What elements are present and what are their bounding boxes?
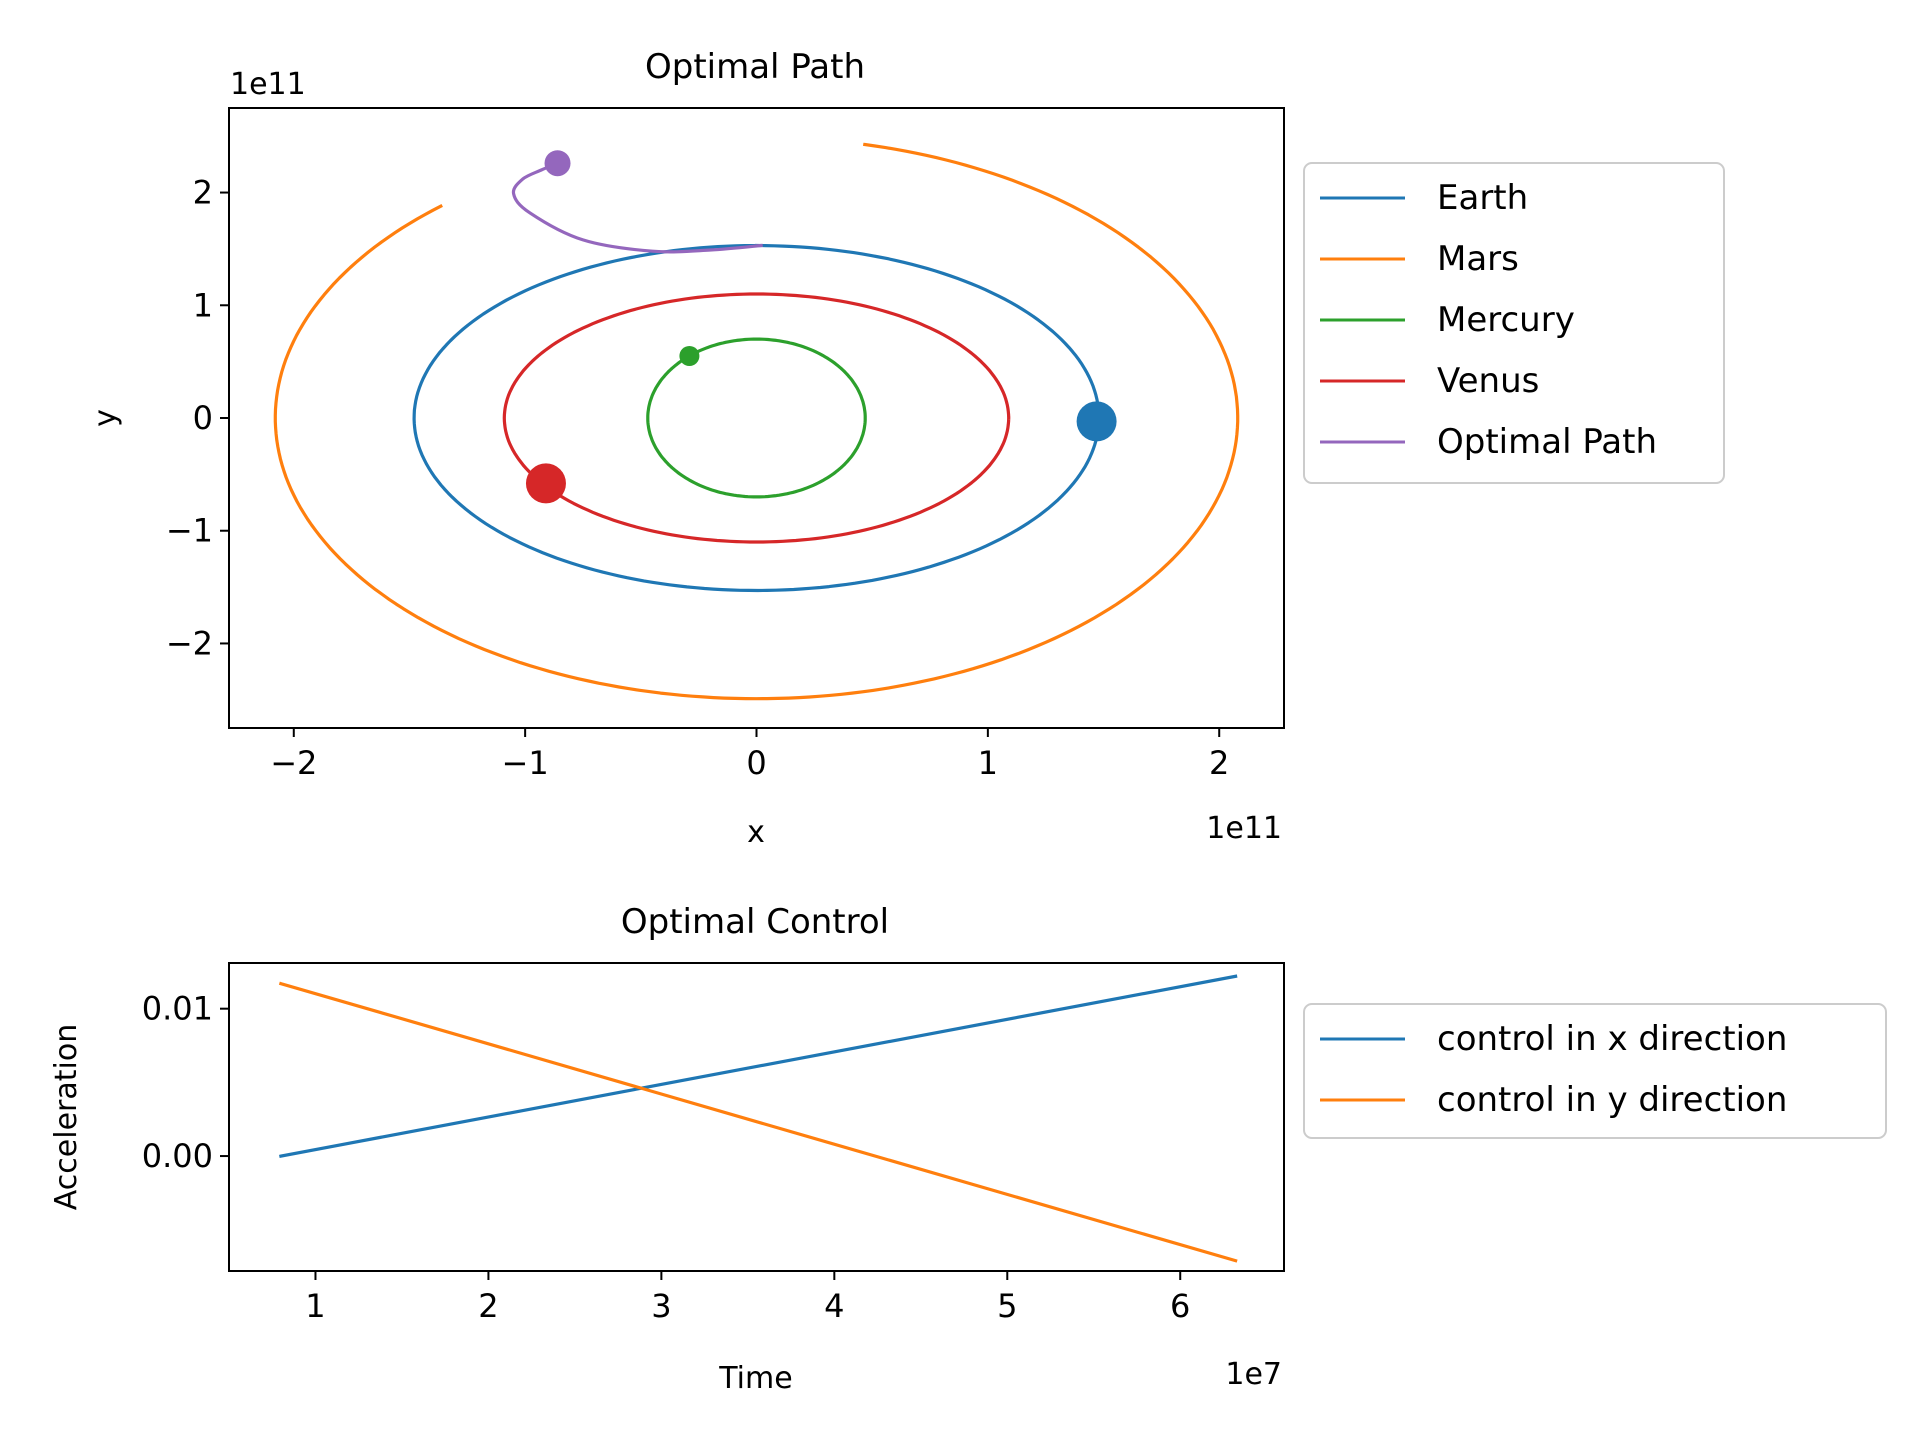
- legend-label-control-y: control in y direction: [1437, 1080, 1787, 1120]
- marker-mercury: [679, 346, 700, 366]
- top-x-tick-label: 0: [746, 744, 766, 782]
- bottom-x-tick-label: 3: [651, 1287, 671, 1325]
- top-x-tick-label: −1: [502, 744, 549, 782]
- bottom-y-tick-label: 0.01: [142, 990, 213, 1028]
- top-x-offset-label: 1e11: [1206, 811, 1282, 846]
- optimal-control-chart: Optimal Control 1 2 3 4 5 60.000.01 Time 1e7 …: [49, 902, 1887, 1396]
- legend-label-mars: Mars: [1437, 239, 1519, 279]
- marker-earth: [1076, 401, 1117, 442]
- top-axes-frame: [228, 107, 1285, 729]
- top-chart-title: Optimal Path: [645, 47, 865, 87]
- series-line-control-in-x-direction: [279, 974, 1238, 1158]
- top-y-tick-label: 1: [193, 286, 213, 324]
- series-line-control-in-y-direction: [278, 981, 1238, 1263]
- bottom-chart-title: Optimal Control: [621, 902, 889, 942]
- legend-label-control-x: control in x direction: [1437, 1019, 1787, 1059]
- marker-venus: [525, 463, 566, 504]
- top-legend-frame: [1303, 162, 1725, 484]
- top-series-layer: [273, 142, 1240, 701]
- bottom-x-tick-label: 2: [478, 1287, 498, 1325]
- series-line-mercury: [646, 337, 867, 499]
- legend-label-mercury: Mercury: [1437, 300, 1575, 340]
- bottom-series-layer: [278, 974, 1238, 1263]
- top-y-axis-label: y: [88, 409, 123, 427]
- top-x-tick-label: 2: [1209, 744, 1229, 782]
- top-x-tick-label: −2: [270, 744, 317, 782]
- top-x-tick-label: 1: [978, 744, 998, 782]
- bottom-legend-frame: [1303, 1003, 1887, 1139]
- top-legend: Earth Mars Mercury Venus Optimal Path: [1303, 162, 1725, 484]
- top-y-tick-label: 0: [193, 399, 213, 437]
- series-line-earth: [412, 243, 1101, 593]
- bottom-y-tick-label: 0.00: [142, 1137, 213, 1175]
- top-y-tick-label: 2: [193, 174, 213, 212]
- legend-label-venus: Venus: [1437, 361, 1539, 401]
- series-line-optimal-path: [511, 161, 763, 254]
- bottom-x-axis-label: Time: [718, 1361, 792, 1396]
- bottom-x-tick-label: 6: [1170, 1287, 1190, 1325]
- top-x-axis-label: x: [747, 815, 765, 850]
- top-y-tick-label: −2: [166, 624, 213, 662]
- top-ticks-layer: −2 −1 0 1 2 −2 −1 0 1 2: [166, 174, 1230, 782]
- marker-optimal-path: [544, 150, 571, 177]
- bottom-legend: control in x direction control in y dire…: [1303, 1003, 1887, 1139]
- bottom-x-tick-label: 1: [305, 1287, 325, 1325]
- bottom-y-axis-label: Acceleration: [49, 1024, 84, 1210]
- bottom-x-tick-label: 4: [824, 1287, 844, 1325]
- series-line-venus: [502, 292, 1011, 544]
- bottom-x-offset-label: 1e7: [1225, 1357, 1282, 1392]
- series-line-mars: [273, 142, 1240, 701]
- bottom-ticks-layer: 1 2 3 4 5 6 0.00 0.01: [142, 990, 1191, 1325]
- top-y-tick-label: −1: [166, 512, 213, 550]
- legend-label-optimal-path: Optimal Path: [1437, 422, 1657, 462]
- bottom-axes-frame: [228, 962, 1285, 1272]
- top-y-offset-label: 1e11: [230, 67, 306, 102]
- legend-label-earth: Earth: [1437, 178, 1528, 218]
- bottom-x-tick-label: 5: [997, 1287, 1017, 1325]
